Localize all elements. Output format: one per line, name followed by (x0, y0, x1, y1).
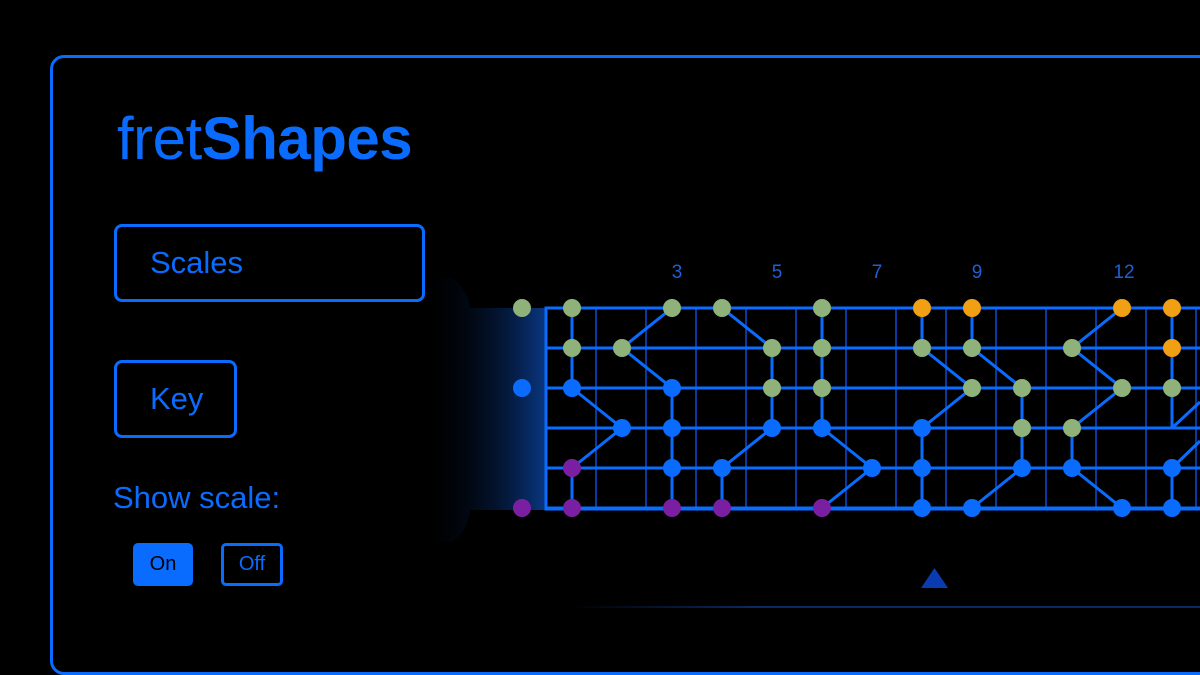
note-dot (1113, 379, 1131, 397)
note-dot (913, 499, 931, 517)
note-dot (563, 379, 581, 397)
note-dot (963, 339, 981, 357)
note-dot (813, 299, 831, 317)
note-dot (513, 499, 531, 517)
note-dot (1063, 419, 1081, 437)
note-dot (763, 419, 781, 437)
note-dot (1163, 459, 1181, 477)
note-dot (663, 499, 681, 517)
note-dot (813, 499, 831, 517)
note-dot (1113, 299, 1131, 317)
note-dot (663, 379, 681, 397)
fret-number: 9 (972, 262, 983, 283)
shape-connector (621, 306, 673, 350)
app-logo: fretShapes (117, 104, 413, 174)
note-dot (813, 379, 831, 397)
note-dot (563, 459, 581, 477)
note-dot (1163, 299, 1181, 317)
fret-number: 7 (872, 262, 883, 283)
note-dot (913, 459, 931, 477)
note-dot (913, 339, 931, 357)
shape-connector (621, 346, 673, 390)
show-scale-on-toggle[interactable]: On (133, 543, 193, 586)
shape-connector (821, 426, 873, 470)
note-dot (613, 419, 631, 437)
note-dot (513, 379, 531, 397)
show-scale-label: Show scale: (113, 480, 281, 515)
logo-bold: Shapes (201, 105, 413, 172)
scales-button[interactable]: Scales (114, 224, 425, 302)
shape-connector (821, 466, 873, 510)
note-dot (713, 299, 731, 317)
fretboard[interactable]: 3 5 7 9 12 (0, 0, 1200, 630)
note-dot (963, 379, 981, 397)
note-dot (1063, 339, 1081, 357)
note-dot (1163, 499, 1181, 517)
note-dot (563, 499, 581, 517)
note-dot (813, 339, 831, 357)
fret-lines (595, 308, 1197, 509)
shape-connector (571, 386, 623, 430)
fretboard-outline (544, 306, 1200, 511)
headstock-glow (422, 278, 546, 542)
note-dot (1063, 459, 1081, 477)
scrollbar-track[interactable] (570, 606, 1200, 608)
fret-numbers: 3 5 7 9 12 (672, 262, 1135, 283)
note-dot (963, 299, 981, 317)
note-dot (763, 379, 781, 397)
show-scale-off-toggle[interactable]: Off (221, 543, 283, 586)
note-dot (713, 499, 731, 517)
note-dot (713, 459, 731, 477)
shape-connector (921, 346, 973, 390)
note-dot (763, 339, 781, 357)
note-dot (563, 299, 581, 317)
note-dot (913, 299, 931, 317)
shape-connector (1071, 466, 1123, 510)
note-dot (1163, 379, 1181, 397)
shape-connector (1071, 386, 1123, 430)
shape-connector (721, 426, 773, 470)
shape-lines (570, 306, 1200, 510)
note-dot (663, 419, 681, 437)
note-dot (563, 339, 581, 357)
note-dot (663, 459, 681, 477)
note-dot (1163, 339, 1181, 357)
key-button[interactable]: Key (114, 360, 237, 438)
note-dots (513, 299, 1181, 517)
shape-connector (1071, 346, 1123, 390)
note-dot (663, 299, 681, 317)
fret-number: 12 (1113, 262, 1134, 283)
shape-connector (921, 386, 973, 430)
shape-connector (571, 426, 623, 470)
note-dot (613, 339, 631, 357)
note-dot (963, 499, 981, 517)
note-dot (863, 459, 881, 477)
fret-number: 5 (772, 262, 783, 283)
note-dot (1113, 499, 1131, 517)
shape-connector (721, 306, 773, 350)
note-dot (1013, 419, 1031, 437)
shape-connector (971, 346, 1023, 390)
shape-connector (1170, 400, 1200, 430)
note-dot (513, 299, 531, 317)
strings (546, 306, 1200, 510)
position-pointer-icon[interactable] (921, 568, 948, 588)
fret-number: 3 (672, 262, 683, 283)
note-dot (1013, 459, 1031, 477)
note-dot (813, 419, 831, 437)
shape-connector (971, 466, 1023, 510)
note-dot (1013, 379, 1031, 397)
shape-connector (1071, 306, 1123, 350)
logo-light: fret (117, 105, 202, 172)
note-dot (913, 419, 931, 437)
